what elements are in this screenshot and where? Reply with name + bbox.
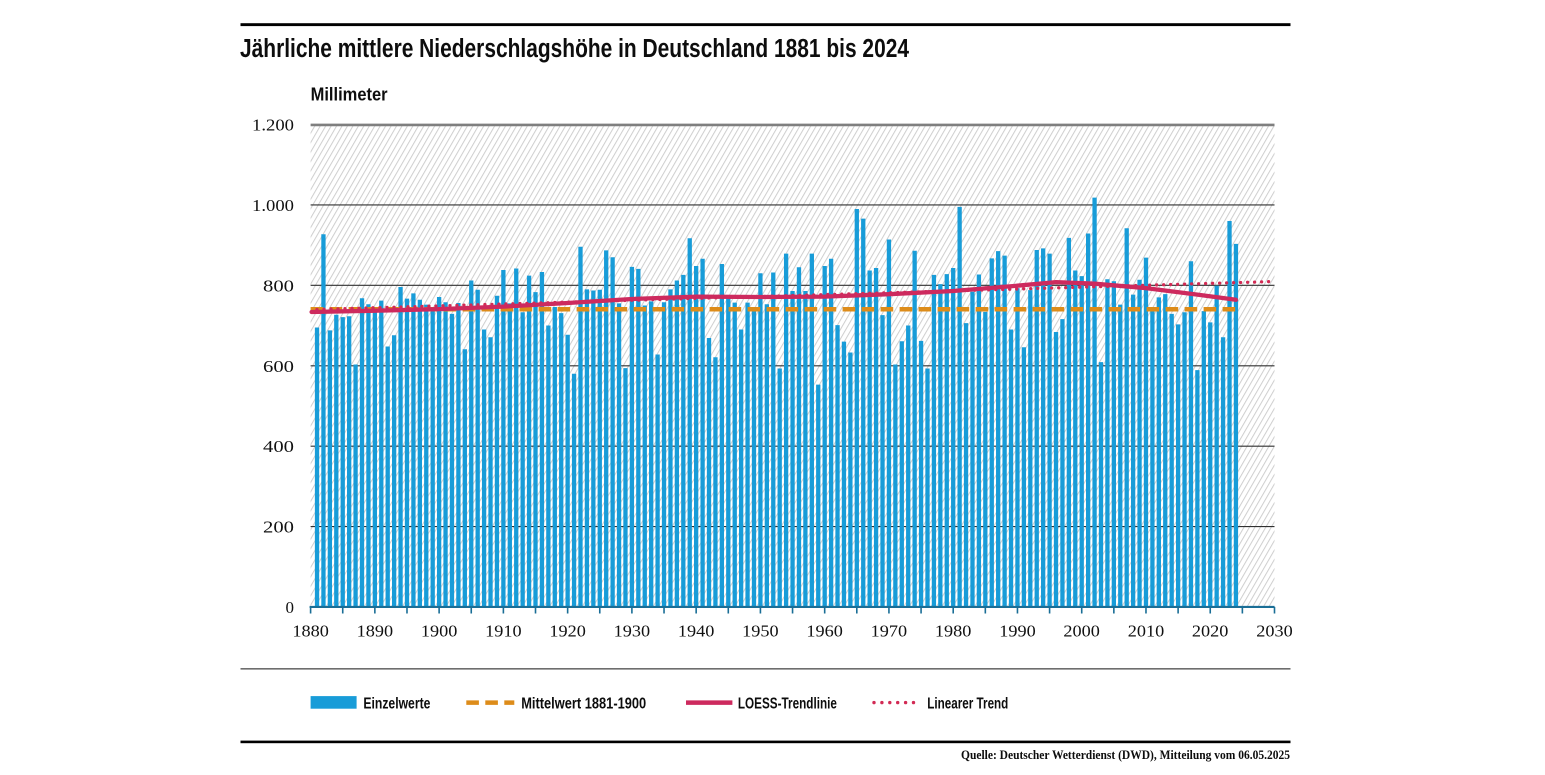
svg-text:2030: 2030 bbox=[1256, 622, 1293, 641]
svg-text:Millimeter: Millimeter bbox=[311, 84, 388, 105]
svg-text:Mittelwert 1881-1900: Mittelwert 1881-1900 bbox=[521, 695, 646, 712]
svg-text:2020: 2020 bbox=[1192, 622, 1229, 641]
svg-text:2000: 2000 bbox=[1063, 622, 1100, 641]
svg-text:Einzelwerte: Einzelwerte bbox=[363, 695, 430, 712]
svg-text:1910: 1910 bbox=[485, 622, 522, 641]
svg-text:1960: 1960 bbox=[806, 622, 843, 641]
svg-text:1990: 1990 bbox=[999, 622, 1036, 641]
svg-text:1950: 1950 bbox=[742, 622, 779, 641]
svg-text:200: 200 bbox=[263, 518, 294, 537]
svg-text:1.000: 1.000 bbox=[252, 196, 294, 215]
svg-text:1970: 1970 bbox=[871, 622, 908, 641]
svg-text:800: 800 bbox=[263, 276, 294, 295]
svg-text:1.200: 1.200 bbox=[252, 116, 294, 135]
svg-text:Linearer Trend: Linearer Trend bbox=[927, 695, 1008, 712]
svg-text:1920: 1920 bbox=[549, 622, 586, 641]
svg-text:LOESS-Trendlinie: LOESS-Trendlinie bbox=[738, 695, 837, 712]
svg-text:1940: 1940 bbox=[678, 622, 715, 641]
svg-text:Jährliche mittlere Niederschla: Jährliche mittlere Niederschlagshöhe in … bbox=[240, 35, 910, 63]
svg-text:1980: 1980 bbox=[935, 622, 972, 641]
svg-text:1880: 1880 bbox=[292, 622, 329, 641]
svg-text:400: 400 bbox=[263, 437, 294, 456]
svg-text:0: 0 bbox=[286, 598, 295, 617]
svg-text:Quelle: Deutscher Wetterdienst: Quelle: Deutscher Wetterdienst (DWD), Mi… bbox=[961, 747, 1290, 762]
svg-text:1930: 1930 bbox=[614, 622, 651, 641]
svg-text:600: 600 bbox=[263, 357, 294, 376]
svg-text:2010: 2010 bbox=[1128, 622, 1165, 641]
svg-text:1900: 1900 bbox=[421, 622, 458, 641]
svg-text:1890: 1890 bbox=[357, 622, 394, 641]
